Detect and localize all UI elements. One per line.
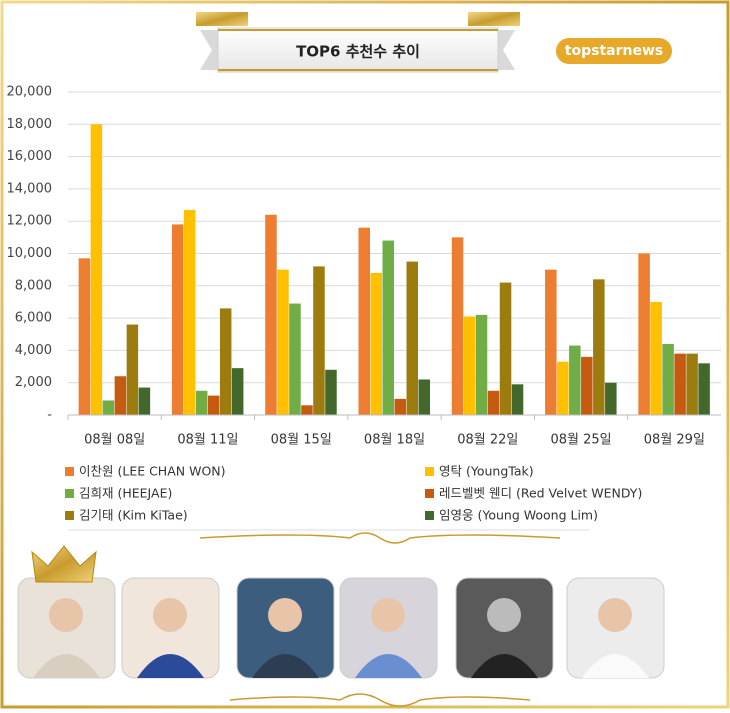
legend-label: 김희재 (HEEJAE) xyxy=(79,486,172,501)
y-tick-label: 18,000 xyxy=(7,117,53,132)
bar xyxy=(475,314,488,415)
bar xyxy=(126,324,139,415)
bar xyxy=(686,353,698,415)
bar xyxy=(638,253,650,415)
y-tick-label: 4,000 xyxy=(15,343,52,358)
bar xyxy=(313,266,325,415)
legend-swatch xyxy=(65,511,74,520)
photo-head xyxy=(371,598,405,632)
bar xyxy=(231,368,244,415)
photo-head xyxy=(487,598,521,632)
legend-label: 영탁 (YoungTak) xyxy=(439,464,534,479)
bar xyxy=(195,390,208,415)
bar xyxy=(219,308,232,415)
bar xyxy=(289,303,301,415)
bar xyxy=(581,356,593,415)
ornament xyxy=(199,532,561,707)
bar xyxy=(569,345,581,415)
y-tick-label: 10,000 xyxy=(7,246,53,261)
photo-body xyxy=(582,654,649,678)
bar xyxy=(674,353,686,415)
x-tick-label: 08월 18일 xyxy=(364,433,425,448)
y-tick-label: 16,000 xyxy=(7,149,53,164)
legend-label: 이찬원 (LEE CHAN WON) xyxy=(79,464,226,479)
bar xyxy=(406,261,418,415)
bar xyxy=(207,395,220,415)
legend-label: 레드벨벳 웬디 (Red Velvet WENDY) xyxy=(439,486,642,501)
bar xyxy=(545,269,557,415)
bar xyxy=(463,316,476,415)
photo-body xyxy=(471,654,538,678)
photo-body xyxy=(33,654,100,678)
bar xyxy=(90,124,103,416)
chart-title: TOP6 추천수 추이 xyxy=(296,43,420,61)
bar xyxy=(698,363,710,415)
y-tick-label: 20,000 xyxy=(7,85,53,100)
photo-head xyxy=(49,598,83,632)
y-tick-label: 14,000 xyxy=(7,181,53,196)
legend-swatch xyxy=(425,467,434,476)
y-tick-label: 12,000 xyxy=(7,214,53,229)
bar xyxy=(487,390,500,415)
bar xyxy=(605,382,617,415)
bar xyxy=(394,398,406,415)
crown xyxy=(31,545,97,583)
bar xyxy=(171,224,184,415)
bar xyxy=(183,209,196,415)
bar xyxy=(650,301,662,415)
y-tick-label: 2,000 xyxy=(15,375,52,390)
legend-swatch xyxy=(65,489,74,498)
y-tick-label: 6,000 xyxy=(15,311,52,326)
x-tick-label: 08월 11일 xyxy=(177,433,238,448)
x-tick-label: 08월 08일 xyxy=(84,433,145,448)
bar xyxy=(325,369,337,415)
x-tick-label: 08월 22일 xyxy=(457,433,518,448)
photo-body xyxy=(137,654,204,678)
x-tick-label: 08월 25일 xyxy=(551,433,612,448)
bar xyxy=(662,343,674,415)
bar xyxy=(370,272,382,415)
y-tick-label: 8,000 xyxy=(15,278,52,293)
bar xyxy=(382,240,394,415)
x-tick-label: 08월 15일 xyxy=(271,433,332,448)
bar xyxy=(102,400,115,415)
legend-label: 임영웅 (Young Woong Lim) xyxy=(439,508,598,523)
photo-body xyxy=(252,654,319,678)
bar xyxy=(114,376,127,415)
bar xyxy=(277,269,289,415)
photo-head xyxy=(153,598,187,632)
bar xyxy=(265,214,277,415)
photo-body xyxy=(355,654,422,678)
x-tick-label: 08월 29일 xyxy=(644,433,705,448)
bar xyxy=(138,387,151,415)
title-banner xyxy=(196,12,520,73)
bar xyxy=(511,384,524,415)
bar xyxy=(593,279,605,415)
photo-head xyxy=(268,598,302,632)
bar xyxy=(358,227,370,415)
bar xyxy=(499,282,512,415)
bar xyxy=(557,361,569,415)
legend-swatch xyxy=(425,511,434,520)
photos xyxy=(17,545,665,679)
bar xyxy=(418,379,430,415)
bar xyxy=(451,237,464,415)
bar xyxy=(78,258,91,415)
legend-swatch xyxy=(65,467,74,476)
photo-head xyxy=(598,598,632,632)
logo-badge xyxy=(556,38,672,64)
legend-swatch xyxy=(425,489,434,498)
y-tick-label: - xyxy=(47,408,52,423)
legend-label: 김기태 (Kim KiTae) xyxy=(79,508,188,523)
logo: topstarnews xyxy=(565,43,663,59)
bar xyxy=(301,405,313,415)
